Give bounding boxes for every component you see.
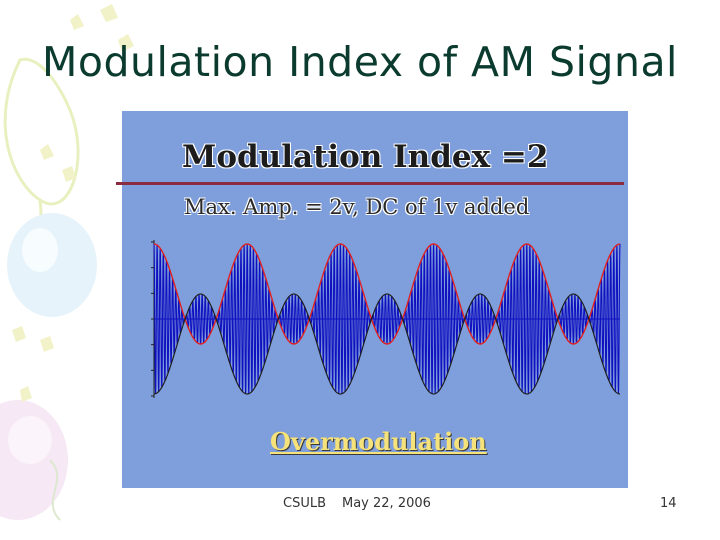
waveform-plot: [151, 240, 621, 398]
lower-envelope-line: [153, 293, 621, 395]
slide-title: Modulation Index of AM Signal: [42, 38, 678, 86]
confetti-icon: [12, 4, 134, 402]
balloon-string-icon: [49, 459, 61, 521]
figure-panel: Modulation Index =2 Max. Amp. = 2v, DC o…: [116, 111, 628, 488]
balloon-blue-icon: [7, 213, 97, 317]
upper-envelope-line: [153, 243, 621, 345]
panel-subheading: Max. Amp. = 2v, DC of 1v added: [184, 195, 530, 219]
footer-date: May 22, 2006: [342, 496, 431, 511]
balloon-pink-icon: [0, 400, 68, 520]
divider-rule: [116, 182, 624, 185]
footer-source: CSULB: [283, 496, 327, 511]
panel-heading: Modulation Index =2: [182, 139, 549, 175]
page-number: 14: [660, 496, 677, 511]
panel-caption: Overmodulation: [270, 427, 487, 456]
